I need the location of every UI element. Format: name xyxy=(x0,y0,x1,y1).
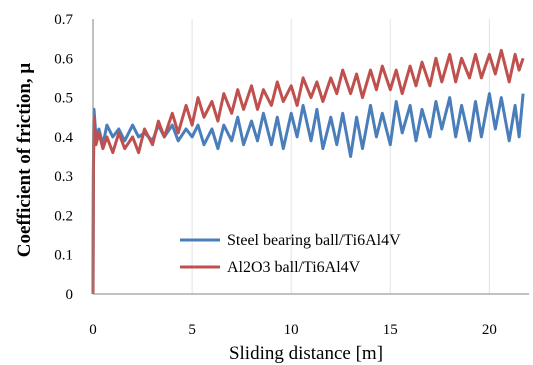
series-line-1 xyxy=(91,48,525,295)
x-tick-label: 0 xyxy=(89,322,97,338)
y-tick-label: 0.4 xyxy=(54,130,73,146)
y-tick-label: 0.7 xyxy=(54,12,73,28)
x-tick-label: 15 xyxy=(383,322,398,338)
y-tick-label: 0 xyxy=(66,287,74,303)
y-tick-label: 0.1 xyxy=(54,248,73,264)
x-tick-label: 20 xyxy=(482,322,497,338)
x-tick-label: 5 xyxy=(188,322,196,338)
x-tick-labels: 0 5 10 15 20 xyxy=(89,322,497,338)
gridlines xyxy=(191,19,490,294)
x-tick-label: 10 xyxy=(284,322,299,338)
plot-area xyxy=(91,48,525,295)
y-axis-title: Coefficient of friction, μ xyxy=(14,63,35,258)
y-tick-label: 0.3 xyxy=(54,169,73,185)
legend: Steel bearing ball/Ti6Al4V Al2O3 ball/Ti… xyxy=(180,232,401,276)
y-tick-labels: 0 0.1 0.2 0.3 0.4 0.5 0.6 0.7 xyxy=(54,12,73,303)
x-axis-title: Sliding distance [m] xyxy=(229,343,383,364)
y-tick-label: 0.6 xyxy=(54,51,73,67)
legend-label-steel: Steel bearing ball/Ti6Al4V xyxy=(227,232,401,249)
y-tick-label: 0.2 xyxy=(54,208,73,224)
y-tick-label: 0.5 xyxy=(54,91,73,107)
legend-label-al2o3: Al2O3 ball/Ti6Al4V xyxy=(227,259,361,276)
